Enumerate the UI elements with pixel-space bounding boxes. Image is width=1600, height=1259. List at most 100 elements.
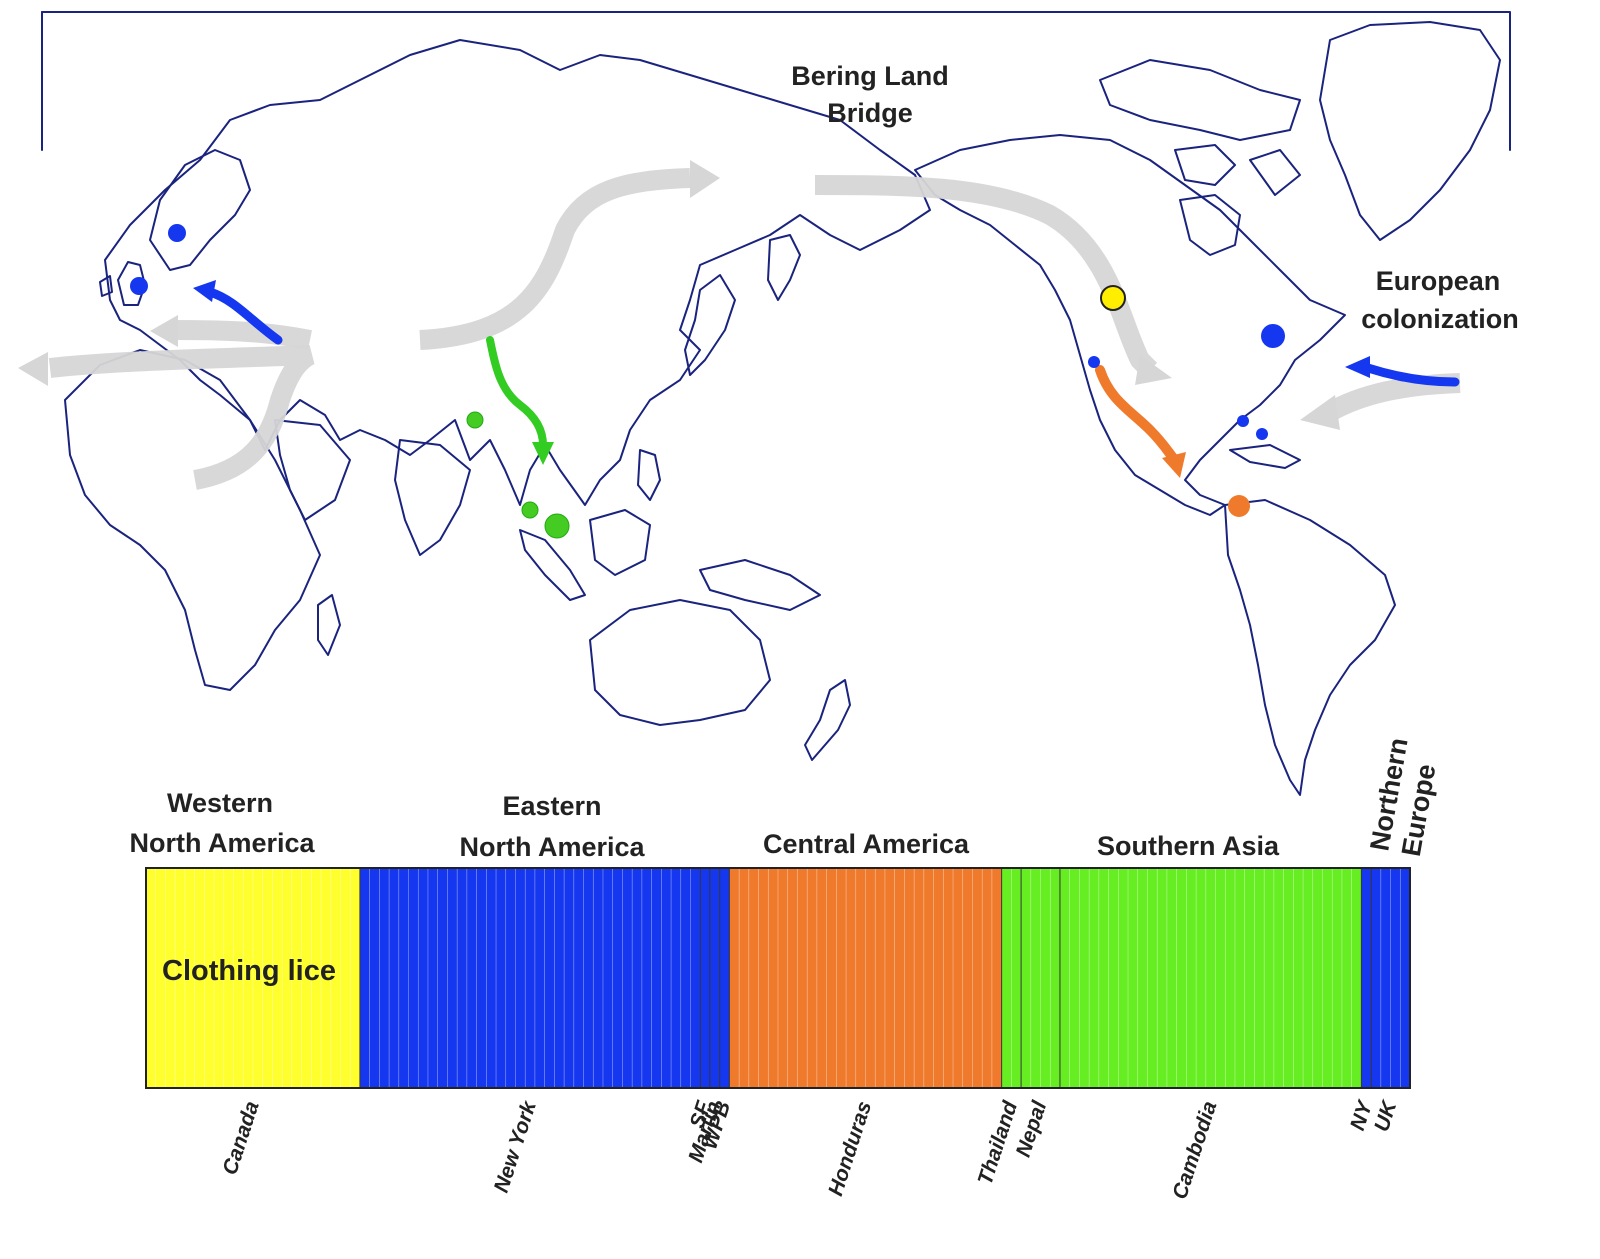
structure-column — [845, 867, 857, 1089]
japan-outline — [684, 274, 736, 376]
structure-column — [1390, 867, 1401, 1089]
structure-column — [1399, 867, 1411, 1089]
structure-column — [583, 867, 594, 1089]
structure-column — [1020, 867, 1032, 1089]
sample-point-norway — [168, 224, 186, 242]
structure-column — [447, 867, 458, 1089]
structure-column — [1283, 867, 1294, 1089]
structure-column — [904, 867, 915, 1089]
bering-label-line2: Bridge — [827, 98, 913, 128]
structure-column — [1224, 867, 1236, 1089]
site-label: Cambodia — [1168, 1098, 1221, 1202]
structure-column — [1166, 867, 1178, 1089]
structure-column — [622, 867, 633, 1089]
migration-arrow-bering — [814, 175, 1158, 378]
structure-column — [1001, 867, 1012, 1089]
structure-column — [563, 867, 575, 1089]
borneo-outline — [589, 509, 651, 576]
philippines-outline — [637, 449, 661, 501]
structure-column — [806, 867, 818, 1089]
structure-column — [592, 867, 604, 1089]
structure-column — [894, 867, 905, 1089]
sample-point-sf — [1088, 356, 1100, 368]
structure-column — [1263, 867, 1275, 1089]
structure-column — [145, 867, 157, 1089]
structure-column — [767, 867, 779, 1089]
structure-column — [1147, 867, 1158, 1089]
structure-column — [719, 867, 730, 1089]
structure-column — [1370, 867, 1382, 1089]
blue-arrowhead-europe — [193, 280, 216, 302]
sample-point-new-york — [1261, 324, 1285, 348]
cluster-label-eastern-line1: Eastern — [502, 791, 601, 821]
structure-column — [1069, 867, 1081, 1089]
map-frame — [41, 11, 1511, 151]
world-map — [41, 11, 1511, 796]
migration-arrowhead-west — [18, 352, 48, 386]
migration-arrowhead-west-upper — [150, 315, 178, 347]
structure-column — [602, 867, 614, 1089]
structure-column — [1137, 867, 1149, 1089]
structure-column — [1088, 867, 1100, 1089]
new-guinea-outline — [699, 559, 821, 611]
structure-column — [1195, 867, 1207, 1089]
structure-column — [1322, 867, 1333, 1089]
scandinavia-outline — [149, 149, 251, 271]
hudson-bay-outline — [1179, 194, 1241, 256]
structure-column — [913, 867, 925, 1089]
eurasia-outline — [104, 39, 931, 506]
structure-column — [1079, 867, 1090, 1089]
structure-column — [709, 867, 721, 1089]
orange-arrow-america — [1095, 365, 1180, 465]
migration-arrow-west-upper — [174, 320, 312, 350]
migration-arrows — [18, 160, 1461, 490]
arctic-islands-outline-2 — [1174, 144, 1301, 196]
structure-column — [690, 867, 701, 1089]
structure-column — [1030, 867, 1042, 1089]
cluster-label-western-line1: Western — [167, 788, 273, 818]
structure-column — [1341, 867, 1353, 1089]
structure-column — [680, 867, 692, 1089]
structure-column — [1215, 867, 1226, 1089]
structure-column — [1205, 867, 1217, 1089]
structure-column — [855, 867, 867, 1089]
structure-column — [777, 867, 789, 1089]
structure-column — [942, 867, 954, 1089]
structure-column — [1011, 867, 1022, 1089]
structure-column — [651, 867, 662, 1089]
sample-points — [130, 224, 1285, 539]
structure-column — [476, 867, 487, 1089]
structure-column — [1331, 867, 1343, 1089]
european-label-line1: European — [1376, 266, 1501, 296]
structure-column — [486, 867, 497, 1089]
structure-column — [865, 867, 876, 1089]
structure-column — [738, 867, 750, 1089]
structure-column — [408, 867, 419, 1089]
migration-arrowhead-atlantic — [1300, 395, 1340, 430]
structure-column — [534, 867, 546, 1089]
structure-column — [1118, 867, 1129, 1089]
structure-column — [369, 867, 380, 1089]
structure-column — [1293, 867, 1304, 1089]
green-arrow-asia — [486, 336, 547, 449]
structure-column — [466, 867, 478, 1089]
structure-column — [359, 867, 371, 1089]
arctic-islands-outline — [1099, 59, 1301, 141]
structure-column — [923, 867, 935, 1089]
madagascar-outline — [317, 594, 341, 656]
structure-column — [1059, 867, 1071, 1089]
structure-column — [699, 867, 711, 1089]
structure-column — [388, 867, 400, 1089]
india-outline — [394, 439, 471, 556]
south-america-outline — [1224, 499, 1396, 796]
structure-column — [398, 867, 410, 1089]
sample-point-uk — [130, 277, 148, 295]
structure-column — [816, 867, 828, 1089]
structure-column — [874, 867, 886, 1089]
structure-column — [1244, 867, 1256, 1089]
blue-arrow-europe — [205, 287, 283, 345]
new-zealand-outline — [804, 679, 851, 761]
structure-column — [1049, 867, 1061, 1089]
blue-arrow-colonization — [1363, 363, 1460, 387]
structure-column — [573, 867, 585, 1089]
